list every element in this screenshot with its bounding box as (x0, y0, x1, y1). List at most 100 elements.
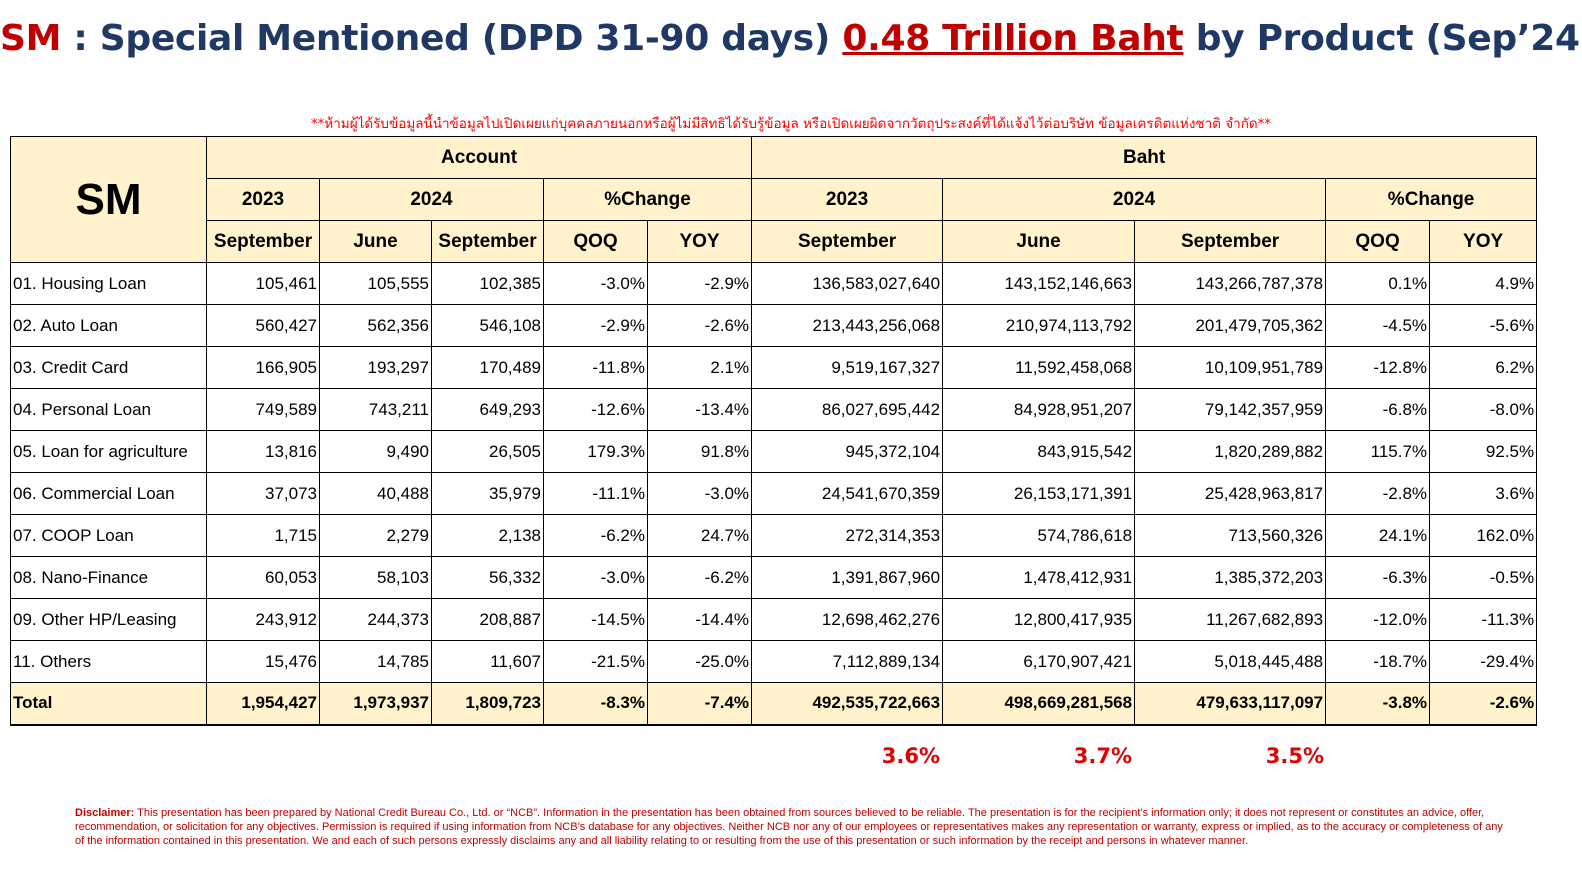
cell-account-jun-2024: 743,211 (319, 388, 432, 431)
column-header: September (1134, 220, 1327, 263)
cell-account-sep-2023: 105,461 (206, 262, 320, 305)
cell-baht-yoy: -29.4% (1429, 640, 1538, 683)
cell-baht-sep-2023: 24,541,670,359 (751, 472, 944, 515)
cell-account-sep-2024: 2,138 (431, 514, 544, 557)
cell-account-qoq: -11.1% (543, 472, 648, 515)
cell-account-yoy: 2.1% (646, 346, 753, 389)
cell-account-sep-2023: 1,715 (206, 514, 320, 557)
cell-account-jun-2024: 58,103 (319, 556, 432, 599)
table-row: 08. Nano-Finance 60,053 58,103 56,332 -3.0% -… (10, 556, 1538, 599)
cell-baht-qoq: -3.8% (1325, 682, 1431, 725)
cell-baht-sep-2023: 12,698,462,276 (751, 598, 944, 641)
column-header: QOQ (1325, 220, 1431, 263)
cell-baht-qoq: -6.3% (1325, 556, 1431, 599)
cell-account-yoy: -7.4% (646, 682, 753, 725)
year-header: 2023 (751, 178, 944, 221)
cell-baht-yoy: 3.6% (1429, 472, 1538, 515)
cell-account-sep-2024: 1,809,723 (431, 682, 544, 725)
row-label: 02. Auto Loan (10, 304, 207, 347)
table-row: 07. COOP Loan 1,715 2,279 2,138 -6.2% 24.7% 27… (10, 514, 1538, 557)
cell-account-qoq: -8.3% (543, 682, 648, 725)
cell-baht-sep-2023: 945,372,104 (751, 430, 944, 473)
cell-account-yoy: 24.7% (646, 514, 753, 557)
cell-baht-jun-2024: 12,800,417,935 (942, 598, 1136, 641)
cell-baht-sep-2023: 9,519,167,327 (751, 346, 944, 389)
cell-account-qoq: -21.5% (543, 640, 648, 683)
sm-product-table: SM Account Baht 2023 2024 %Change 2023 2… (10, 136, 1538, 726)
cell-baht-qoq: 0.1% (1325, 262, 1431, 305)
cell-account-sep-2024: 56,332 (431, 556, 544, 599)
group-header-account: Account (205, 136, 753, 179)
column-header: September (206, 220, 320, 263)
table-row: 04. Personal Loan 749,589 743,211 649,293 -1… (10, 388, 1538, 431)
cell-account-sep-2024: 208,887 (431, 598, 544, 641)
row-label: 11. Others (10, 640, 207, 683)
table-row: 01. Housing Loan 105,461 105,555 102,385 -3.… (10, 262, 1538, 305)
table-row: 09. Other HP/Leasing 243,912 244,373 208,88… (10, 598, 1538, 641)
year-header: 2024 (319, 178, 544, 221)
cell-account-jun-2024: 244,373 (319, 598, 432, 641)
cell-account-sep-2024: 170,489 (431, 346, 544, 389)
cell-baht-sep-2024: 25,428,963,817 (1134, 472, 1327, 515)
cell-baht-sep-2023: 86,027,695,442 (751, 388, 944, 431)
cell-baht-yoy: 4.9% (1429, 262, 1538, 305)
cell-baht-jun-2024: 574,786,618 (942, 514, 1136, 557)
cell-baht-sep-2024: 1,820,289,882 (1134, 430, 1327, 473)
table-corner-label: SM (10, 136, 207, 263)
cell-account-sep-2023: 166,905 (206, 346, 320, 389)
cell-account-sep-2024: 11,607 (431, 640, 544, 683)
cell-account-yoy: -2.6% (646, 304, 753, 347)
column-header: June (319, 220, 432, 263)
cell-baht-yoy: -2.6% (1429, 682, 1538, 725)
column-header: September (431, 220, 544, 263)
cell-baht-sep-2024: 10,109,951,789 (1134, 346, 1327, 389)
cell-baht-qoq: -6.8% (1325, 388, 1431, 431)
cell-baht-sep-2024: 713,560,326 (1134, 514, 1327, 557)
cell-baht-sep-2024: 479,633,117,097 (1134, 682, 1327, 725)
row-label: 01. Housing Loan (10, 262, 207, 305)
cell-account-qoq: -12.6% (543, 388, 648, 431)
cell-baht-jun-2024: 26,153,171,391 (942, 472, 1136, 515)
table-row: 03. Credit Card 166,905 193,297 170,489 -11.… (10, 346, 1538, 389)
title-prefix: SM (0, 18, 62, 59)
cell-baht-yoy: -5.6% (1429, 304, 1538, 347)
cell-account-qoq: 179.3% (543, 430, 648, 473)
disclaimer: Disclaimer: This presentation has been p… (75, 806, 1505, 848)
group-header-baht: Baht (751, 136, 1538, 179)
row-label: 03. Credit Card (10, 346, 207, 389)
column-header: QOQ (543, 220, 648, 263)
cell-baht-yoy: 162.0% (1429, 514, 1538, 557)
cell-baht-qoq: 115.7% (1325, 430, 1431, 473)
cell-baht-jun-2024: 6,170,907,421 (942, 640, 1136, 683)
cell-account-sep-2023: 560,427 (206, 304, 320, 347)
title-middle: : Special Mentioned (DPD 31-90 days) (61, 18, 843, 59)
cell-account-sep-2023: 13,816 (206, 430, 320, 473)
cell-baht-qoq: -4.5% (1325, 304, 1431, 347)
cell-baht-jun-2024: 84,928,951,207 (942, 388, 1136, 431)
cell-account-qoq: -14.5% (543, 598, 648, 641)
disclaimer-label: Disclaimer: (75, 807, 135, 819)
cell-account-yoy: -3.0% (646, 472, 753, 515)
column-header: June (942, 220, 1136, 263)
cell-baht-sep-2023: 213,443,256,068 (751, 304, 944, 347)
cell-baht-sep-2024: 79,142,357,959 (1134, 388, 1327, 431)
share-jun-2024: 3.7% (1073, 744, 1132, 768)
cell-account-yoy: 91.8% (646, 430, 753, 473)
pct-change-header: %Change (542, 178, 753, 221)
cell-account-yoy: -14.4% (646, 598, 753, 641)
cell-account-sep-2023: 60,053 (206, 556, 320, 599)
cell-account-sep-2024: 102,385 (431, 262, 544, 305)
row-label: Total (10, 682, 207, 725)
cell-baht-sep-2023: 7,112,889,134 (751, 640, 944, 683)
cell-account-qoq: -6.2% (543, 514, 648, 557)
cell-baht-sep-2023: 272,314,353 (751, 514, 944, 557)
cell-account-yoy: -13.4% (646, 388, 753, 431)
cell-baht-sep-2024: 5,018,445,488 (1134, 640, 1327, 683)
cell-account-qoq: -11.8% (543, 346, 648, 389)
cell-baht-jun-2024: 1,478,412,931 (942, 556, 1136, 599)
share-sep-2023: 3.6% (881, 744, 940, 768)
table-body: 01. Housing Loan 105,461 105,555 102,385 -3.… (10, 262, 1538, 725)
cell-account-jun-2024: 105,555 (319, 262, 432, 305)
cell-baht-jun-2024: 498,669,281,568 (942, 682, 1136, 725)
cell-baht-yoy: -8.0% (1429, 388, 1538, 431)
